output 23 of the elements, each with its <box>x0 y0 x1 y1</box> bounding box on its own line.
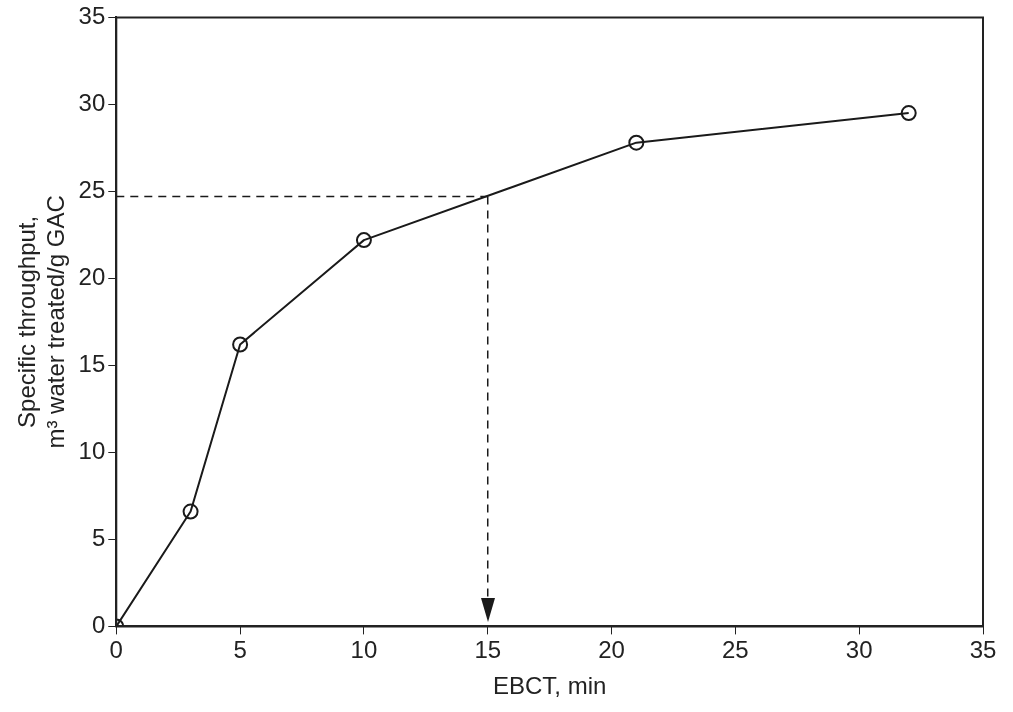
point <box>182 503 199 520</box>
y-tick-label: 5 <box>91 524 106 552</box>
x-tick-label: 35 <box>969 636 997 664</box>
x-axis-title: EBCT, min <box>492 672 607 700</box>
point <box>232 336 249 353</box>
y-tick-label: 35 <box>78 2 106 30</box>
x-tick-label: 15 <box>474 636 502 664</box>
y-tick-label: 20 <box>78 263 106 291</box>
x-tick-label: 20 <box>598 636 625 664</box>
x-tick-label: 0 <box>109 636 123 664</box>
x-tick-label: 25 <box>722 636 749 664</box>
y-tick-label: 10 <box>78 437 106 465</box>
y-tick-label: 15 <box>78 350 106 378</box>
point <box>900 105 917 122</box>
point <box>628 134 645 151</box>
y-tick-label: 0 <box>91 611 106 639</box>
point <box>355 232 372 249</box>
y-tick-label: 30 <box>78 89 106 117</box>
x-tick-label: 30 <box>845 636 873 664</box>
x-tick-label: 10 <box>350 636 378 664</box>
x-tick-label: 5 <box>233 636 247 664</box>
y-tick-label: 25 <box>78 176 106 204</box>
y-axis-title: Specific throughput, m³ water treated/g GAC <box>13 195 69 449</box>
